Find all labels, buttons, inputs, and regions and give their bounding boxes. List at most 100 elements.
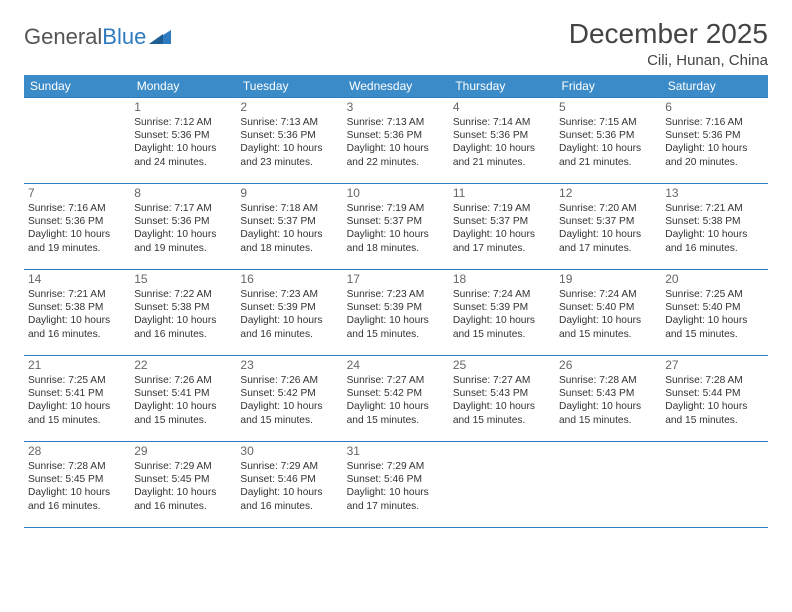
day-number: 31 [347, 444, 445, 459]
day-info-line: Sunrise: 7:21 AM [28, 288, 126, 301]
day-info-line: Daylight: 10 hours and 24 minutes. [134, 142, 232, 168]
day-info-line: Daylight: 10 hours and 21 minutes. [559, 142, 657, 168]
day-info-line: Daylight: 10 hours and 16 minutes. [28, 314, 126, 340]
day-info-line: Daylight: 10 hours and 15 minutes. [28, 400, 126, 426]
calendar-day-cell: 17Sunrise: 7:23 AMSunset: 5:39 PMDayligh… [343, 270, 449, 356]
day-info-line: Sunset: 5:38 PM [134, 301, 232, 314]
day-info-line: Daylight: 10 hours and 16 minutes. [665, 228, 763, 254]
calendar-day-cell: 7Sunrise: 7:16 AMSunset: 5:36 PMDaylight… [24, 184, 130, 270]
calendar-day-cell: 1Sunrise: 7:12 AMSunset: 5:36 PMDaylight… [130, 98, 236, 184]
day-info-line: Daylight: 10 hours and 15 minutes. [347, 400, 445, 426]
day-info-line: Sunset: 5:36 PM [240, 129, 338, 142]
day-info-line: Daylight: 10 hours and 15 minutes. [453, 314, 551, 340]
calendar-day-cell [555, 442, 661, 528]
day-info-line: Sunset: 5:36 PM [453, 129, 551, 142]
day-info-line: Sunrise: 7:21 AM [665, 202, 763, 215]
day-header: Tuesday [236, 75, 342, 98]
day-info-line: Daylight: 10 hours and 21 minutes. [453, 142, 551, 168]
day-info-line: Sunrise: 7:29 AM [347, 460, 445, 473]
calendar-week-row: 21Sunrise: 7:25 AMSunset: 5:41 PMDayligh… [24, 356, 768, 442]
day-info-line: Sunset: 5:41 PM [28, 387, 126, 400]
day-number: 28 [28, 444, 126, 459]
calendar-day-cell: 21Sunrise: 7:25 AMSunset: 5:41 PMDayligh… [24, 356, 130, 442]
day-info-line: Sunrise: 7:13 AM [347, 116, 445, 129]
day-info-line: Sunrise: 7:20 AM [559, 202, 657, 215]
day-header: Friday [555, 75, 661, 98]
day-info-line: Sunset: 5:43 PM [453, 387, 551, 400]
day-number: 8 [134, 186, 232, 201]
day-number: 14 [28, 272, 126, 287]
day-info-line: Sunrise: 7:26 AM [134, 374, 232, 387]
day-info-line: Sunset: 5:36 PM [28, 215, 126, 228]
calendar-day-cell: 6Sunrise: 7:16 AMSunset: 5:36 PMDaylight… [661, 98, 767, 184]
calendar-day-cell: 11Sunrise: 7:19 AMSunset: 5:37 PMDayligh… [449, 184, 555, 270]
day-number: 29 [134, 444, 232, 459]
day-info-line: Sunset: 5:39 PM [347, 301, 445, 314]
day-number: 16 [240, 272, 338, 287]
day-info-line: Daylight: 10 hours and 15 minutes. [347, 314, 445, 340]
calendar-day-cell: 5Sunrise: 7:15 AMSunset: 5:36 PMDaylight… [555, 98, 661, 184]
day-info-line: Daylight: 10 hours and 16 minutes. [134, 314, 232, 340]
day-info-line: Sunset: 5:39 PM [240, 301, 338, 314]
day-info-line: Sunrise: 7:18 AM [240, 202, 338, 215]
day-number: 7 [28, 186, 126, 201]
day-header: Monday [130, 75, 236, 98]
day-info-line: Daylight: 10 hours and 16 minutes. [240, 314, 338, 340]
calendar-day-cell: 19Sunrise: 7:24 AMSunset: 5:40 PMDayligh… [555, 270, 661, 356]
day-info-line: Sunrise: 7:27 AM [347, 374, 445, 387]
day-info-line: Sunset: 5:37 PM [559, 215, 657, 228]
day-header: Saturday [661, 75, 767, 98]
calendar-week-row: 1Sunrise: 7:12 AMSunset: 5:36 PMDaylight… [24, 98, 768, 184]
day-number: 10 [347, 186, 445, 201]
logo-triangle-icon [149, 26, 171, 44]
day-info-line: Sunset: 5:38 PM [28, 301, 126, 314]
day-info-line: Daylight: 10 hours and 18 minutes. [347, 228, 445, 254]
calendar-day-cell: 25Sunrise: 7:27 AMSunset: 5:43 PMDayligh… [449, 356, 555, 442]
calendar-day-cell: 31Sunrise: 7:29 AMSunset: 5:46 PMDayligh… [343, 442, 449, 528]
calendar-week-row: 28Sunrise: 7:28 AMSunset: 5:45 PMDayligh… [24, 442, 768, 528]
day-info-line: Daylight: 10 hours and 19 minutes. [134, 228, 232, 254]
day-info-line: Sunset: 5:46 PM [240, 473, 338, 486]
day-info-line: Daylight: 10 hours and 16 minutes. [240, 486, 338, 512]
calendar-day-cell: 26Sunrise: 7:28 AMSunset: 5:43 PMDayligh… [555, 356, 661, 442]
day-info-line: Sunrise: 7:29 AM [240, 460, 338, 473]
day-info-line: Sunrise: 7:24 AM [559, 288, 657, 301]
day-info-line: Sunset: 5:36 PM [134, 129, 232, 142]
day-info-line: Sunrise: 7:26 AM [240, 374, 338, 387]
day-number: 9 [240, 186, 338, 201]
day-info-line: Sunset: 5:39 PM [453, 301, 551, 314]
day-number: 3 [347, 100, 445, 115]
brand-part2: Blue [102, 24, 146, 50]
day-info-line: Sunset: 5:38 PM [665, 215, 763, 228]
day-number: 21 [28, 358, 126, 373]
calendar-day-cell: 15Sunrise: 7:22 AMSunset: 5:38 PMDayligh… [130, 270, 236, 356]
day-info-line: Sunset: 5:36 PM [347, 129, 445, 142]
day-number: 11 [453, 186, 551, 201]
day-info-line: Sunset: 5:45 PM [134, 473, 232, 486]
day-info-line: Sunset: 5:45 PM [28, 473, 126, 486]
day-info-line: Sunrise: 7:19 AM [453, 202, 551, 215]
day-info-line: Sunrise: 7:13 AM [240, 116, 338, 129]
month-title: December 2025 [569, 18, 768, 50]
day-info-line: Sunrise: 7:28 AM [665, 374, 763, 387]
day-number: 4 [453, 100, 551, 115]
calendar-day-cell: 18Sunrise: 7:24 AMSunset: 5:39 PMDayligh… [449, 270, 555, 356]
calendar-day-cell: 10Sunrise: 7:19 AMSunset: 5:37 PMDayligh… [343, 184, 449, 270]
day-info-line: Sunrise: 7:27 AM [453, 374, 551, 387]
day-number: 27 [665, 358, 763, 373]
day-header: Thursday [449, 75, 555, 98]
day-info-line: Sunset: 5:42 PM [240, 387, 338, 400]
day-number: 25 [453, 358, 551, 373]
day-info-line: Daylight: 10 hours and 22 minutes. [347, 142, 445, 168]
day-header: Wednesday [343, 75, 449, 98]
day-info-line: Sunset: 5:40 PM [559, 301, 657, 314]
calendar-day-cell: 22Sunrise: 7:26 AMSunset: 5:41 PMDayligh… [130, 356, 236, 442]
day-info-line: Daylight: 10 hours and 19 minutes. [28, 228, 126, 254]
day-info-line: Sunrise: 7:29 AM [134, 460, 232, 473]
day-number: 18 [453, 272, 551, 287]
day-info-line: Daylight: 10 hours and 16 minutes. [28, 486, 126, 512]
day-info-line: Daylight: 10 hours and 18 minutes. [240, 228, 338, 254]
day-number: 6 [665, 100, 763, 115]
day-info-line: Sunset: 5:42 PM [347, 387, 445, 400]
day-info-line: Sunrise: 7:17 AM [134, 202, 232, 215]
